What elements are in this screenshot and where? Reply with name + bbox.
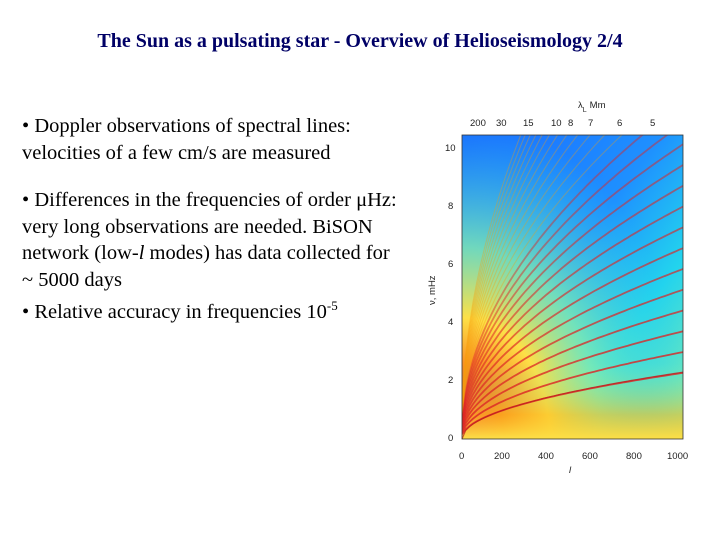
exponent: -5 (326, 298, 338, 313)
bottom-tick: 200 (494, 451, 510, 462)
plot-frame (461, 134, 684, 440)
p-mode-ridge (462, 288, 683, 429)
bullet-text: Differences in the frequencies of order (34, 189, 357, 211)
p-mode-ridge (462, 135, 526, 400)
bottom-tick: 400 (538, 451, 554, 462)
top-tick: 30 (496, 118, 507, 129)
bullet-text: Relative accuracy in frequencies 10 (34, 300, 327, 323)
lnu-diagram-figure: λL Mm 200 30 15 10 8 7 6 5 0 2 4 6 8 10 ν… (410, 95, 710, 480)
p-mode-ridge (462, 135, 623, 414)
p-mode-ridge (462, 135, 606, 413)
bottom-tick: 1000 (667, 451, 688, 462)
p-mode-ridge (462, 268, 683, 428)
heatmap-area (462, 135, 683, 439)
bullet-text: Hz: very long observations are needed. B… (22, 189, 397, 264)
left-axis-label: ν, mHz (427, 275, 438, 305)
bullet-text: modes) has data collected for (144, 242, 390, 264)
p-mode-ridge (462, 226, 683, 425)
left-tick: 4 (448, 317, 453, 328)
bottom-tick: 0 (459, 451, 464, 462)
p-mode-ridge (462, 135, 559, 407)
mu-symbol: μ (356, 189, 368, 211)
top-tick: 15 (523, 118, 534, 129)
bottom-axis-label: l (569, 465, 572, 476)
p-mode-ridge (462, 135, 644, 416)
p-mode-ridge (462, 135, 522, 398)
top-tick: 7 (588, 118, 593, 129)
p-mode-ridge (462, 205, 683, 423)
bottom-tick: 800 (626, 451, 642, 462)
top-tick: 8 (568, 118, 573, 129)
p-mode-ridge (462, 164, 683, 420)
top-tick: 6 (617, 118, 622, 129)
bullet-list: • Doppler observations of spectral lines… (22, 113, 402, 325)
p-mode-ridges (462, 135, 683, 439)
bullet-marker: • (22, 115, 30, 137)
heatmap-low-frequency-band (462, 135, 683, 439)
p-mode-ridge (462, 135, 591, 411)
bullet-text: 5000 days (33, 268, 122, 291)
p-mode-ridge (462, 247, 683, 426)
bottom-tick: 600 (582, 451, 598, 462)
p-mode-ridge (462, 135, 543, 404)
p-mode-ridge (462, 135, 579, 410)
degree-l: l (138, 242, 145, 264)
p-mode-ridge (462, 135, 669, 417)
p-mode-ridge (462, 330, 683, 432)
top-axis-label: λL Mm (578, 100, 606, 114)
f-mode-ridge (462, 371, 683, 439)
bullet-frequencies: • Differences in the frequencies of orde… (22, 187, 402, 293)
left-tick: 0 (448, 433, 453, 444)
p-mode-ridge (462, 351, 683, 434)
p-mode-ridge (462, 135, 568, 408)
p-mode-ridge (462, 135, 531, 401)
top-tick: 10 (551, 118, 562, 129)
top-tick: 200 (470, 118, 486, 129)
p-mode-ridge (462, 135, 537, 403)
p-mode-ridge (462, 143, 683, 419)
left-tick: 8 (448, 201, 453, 212)
bullet-text: Doppler observations of spectral lines: … (22, 115, 351, 164)
slide-title: The Sun as a pulsating star - Overview o… (97, 30, 623, 52)
p-mode-ridge (462, 135, 550, 406)
left-tick: 6 (448, 259, 453, 270)
p-mode-ridge (462, 309, 683, 431)
bullet-accuracy: • Relative accuracy in frequencies 10-5 (22, 293, 402, 325)
tilde-symbol: ~ (22, 268, 34, 291)
p-mode-ridge (462, 185, 683, 422)
bullet-marker: • (22, 300, 30, 323)
top-tick: 5 (650, 118, 655, 129)
bullet-doppler: • Doppler observations of spectral lines… (22, 113, 402, 166)
left-tick: 10 (445, 143, 456, 154)
bullet-marker: • (22, 189, 30, 211)
left-tick: 2 (448, 375, 453, 386)
lnu-diagram: λL Mm 200 30 15 10 8 7 6 5 0 2 4 6 8 10 ν… (427, 100, 688, 476)
